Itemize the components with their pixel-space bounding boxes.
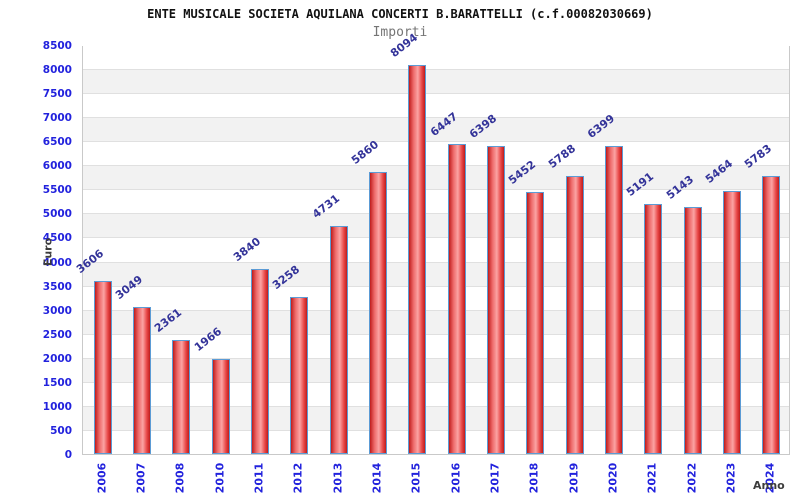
bar-2023 [723,191,741,454]
grid-band [83,405,789,430]
x-tick-label: 2012 [291,462,305,494]
x-tick-label: 2020 [606,462,620,494]
bar-2010 [211,359,230,454]
grid-band [83,189,789,214]
y-tick-label: 3000 [42,304,72,317]
x-tick-label: 2006 [95,462,109,494]
y-tick-label: 4500 [42,232,72,245]
y-tick-label: 6000 [42,160,72,173]
bar-2011 [251,269,269,454]
bar-2022 [683,206,702,454]
bar-2006 [93,280,112,454]
bar-2008 [172,340,191,454]
y-tick-label: 8500 [42,40,72,52]
bar-2020 [605,146,623,454]
y-tick-label: 7000 [42,112,72,125]
bar-2019 [565,175,584,454]
bar-2016 [447,143,466,454]
y-tick-label: 0 [64,449,72,461]
grid-band [83,117,789,142]
grid-band [83,165,789,190]
grid-band [83,381,789,406]
y-tick-label: 3500 [42,280,72,293]
bar-2012 [290,297,309,454]
x-tick-label: 2014 [370,462,384,494]
y-tick-label: 1000 [42,400,72,413]
y-tick-label: 7500 [42,88,72,101]
y-tick-label: 500 [50,424,72,437]
x-tick-label: 2008 [173,462,187,494]
x-tick-label: 2011 [252,462,266,494]
y-tick-label: 5000 [42,208,72,221]
x-tick-label: 2010 [213,462,227,494]
y-axis-title: Euro [41,237,55,267]
grid-band [83,429,789,454]
x-tick-label: 2019 [567,462,581,494]
chart-subtitle: Importi [372,25,428,40]
y-tick-label: 2000 [42,352,72,365]
grid-band [83,237,789,262]
x-tick-label: 2013 [331,462,345,494]
bar-2018 [526,191,545,454]
bar-2014 [369,172,387,454]
bar-2013 [329,226,348,454]
x-tick-label: 2022 [685,462,699,494]
y-tick-label: 6500 [42,136,72,149]
plot-area: 3606 3049 2361 1966 3840 3258 4731 5860 8094 6447… [74,30,790,455]
x-tick-label: 2018 [527,462,541,494]
x-tick-label: 2007 [134,462,148,494]
x-tick-label: 2021 [645,462,659,494]
y-tick-label: 4000 [42,256,72,269]
bar-2007 [133,307,151,454]
x-tick-label: 2016 [449,462,463,494]
x-tick-label: 2017 [488,462,502,494]
grid-band [83,333,789,358]
x-tick-label: 2015 [409,462,423,494]
grid-band [83,69,789,94]
bar-2015 [408,64,427,454]
grid-band [83,261,789,286]
grid-band [83,213,789,238]
bar-2021 [644,204,663,454]
y-tick-label: 1500 [42,376,72,389]
grid-band [83,357,789,382]
x-axis-title: Anno [753,479,785,492]
chart-title: ENTE MUSICALE SOCIETA AQUILANA CONCERTI … [147,7,653,21]
bar-2024 [762,175,781,454]
y-tick-label: 5500 [42,184,72,197]
x-tick-label: 2023 [724,462,738,494]
grid-band [83,45,789,70]
grid-band [83,309,789,334]
grid-band [83,93,789,118]
grid-band [83,285,789,310]
y-tick-label: 2500 [42,328,72,341]
grid-band [83,141,789,166]
bar-2017 [487,146,505,454]
y-tick-label: 8000 [42,64,72,77]
